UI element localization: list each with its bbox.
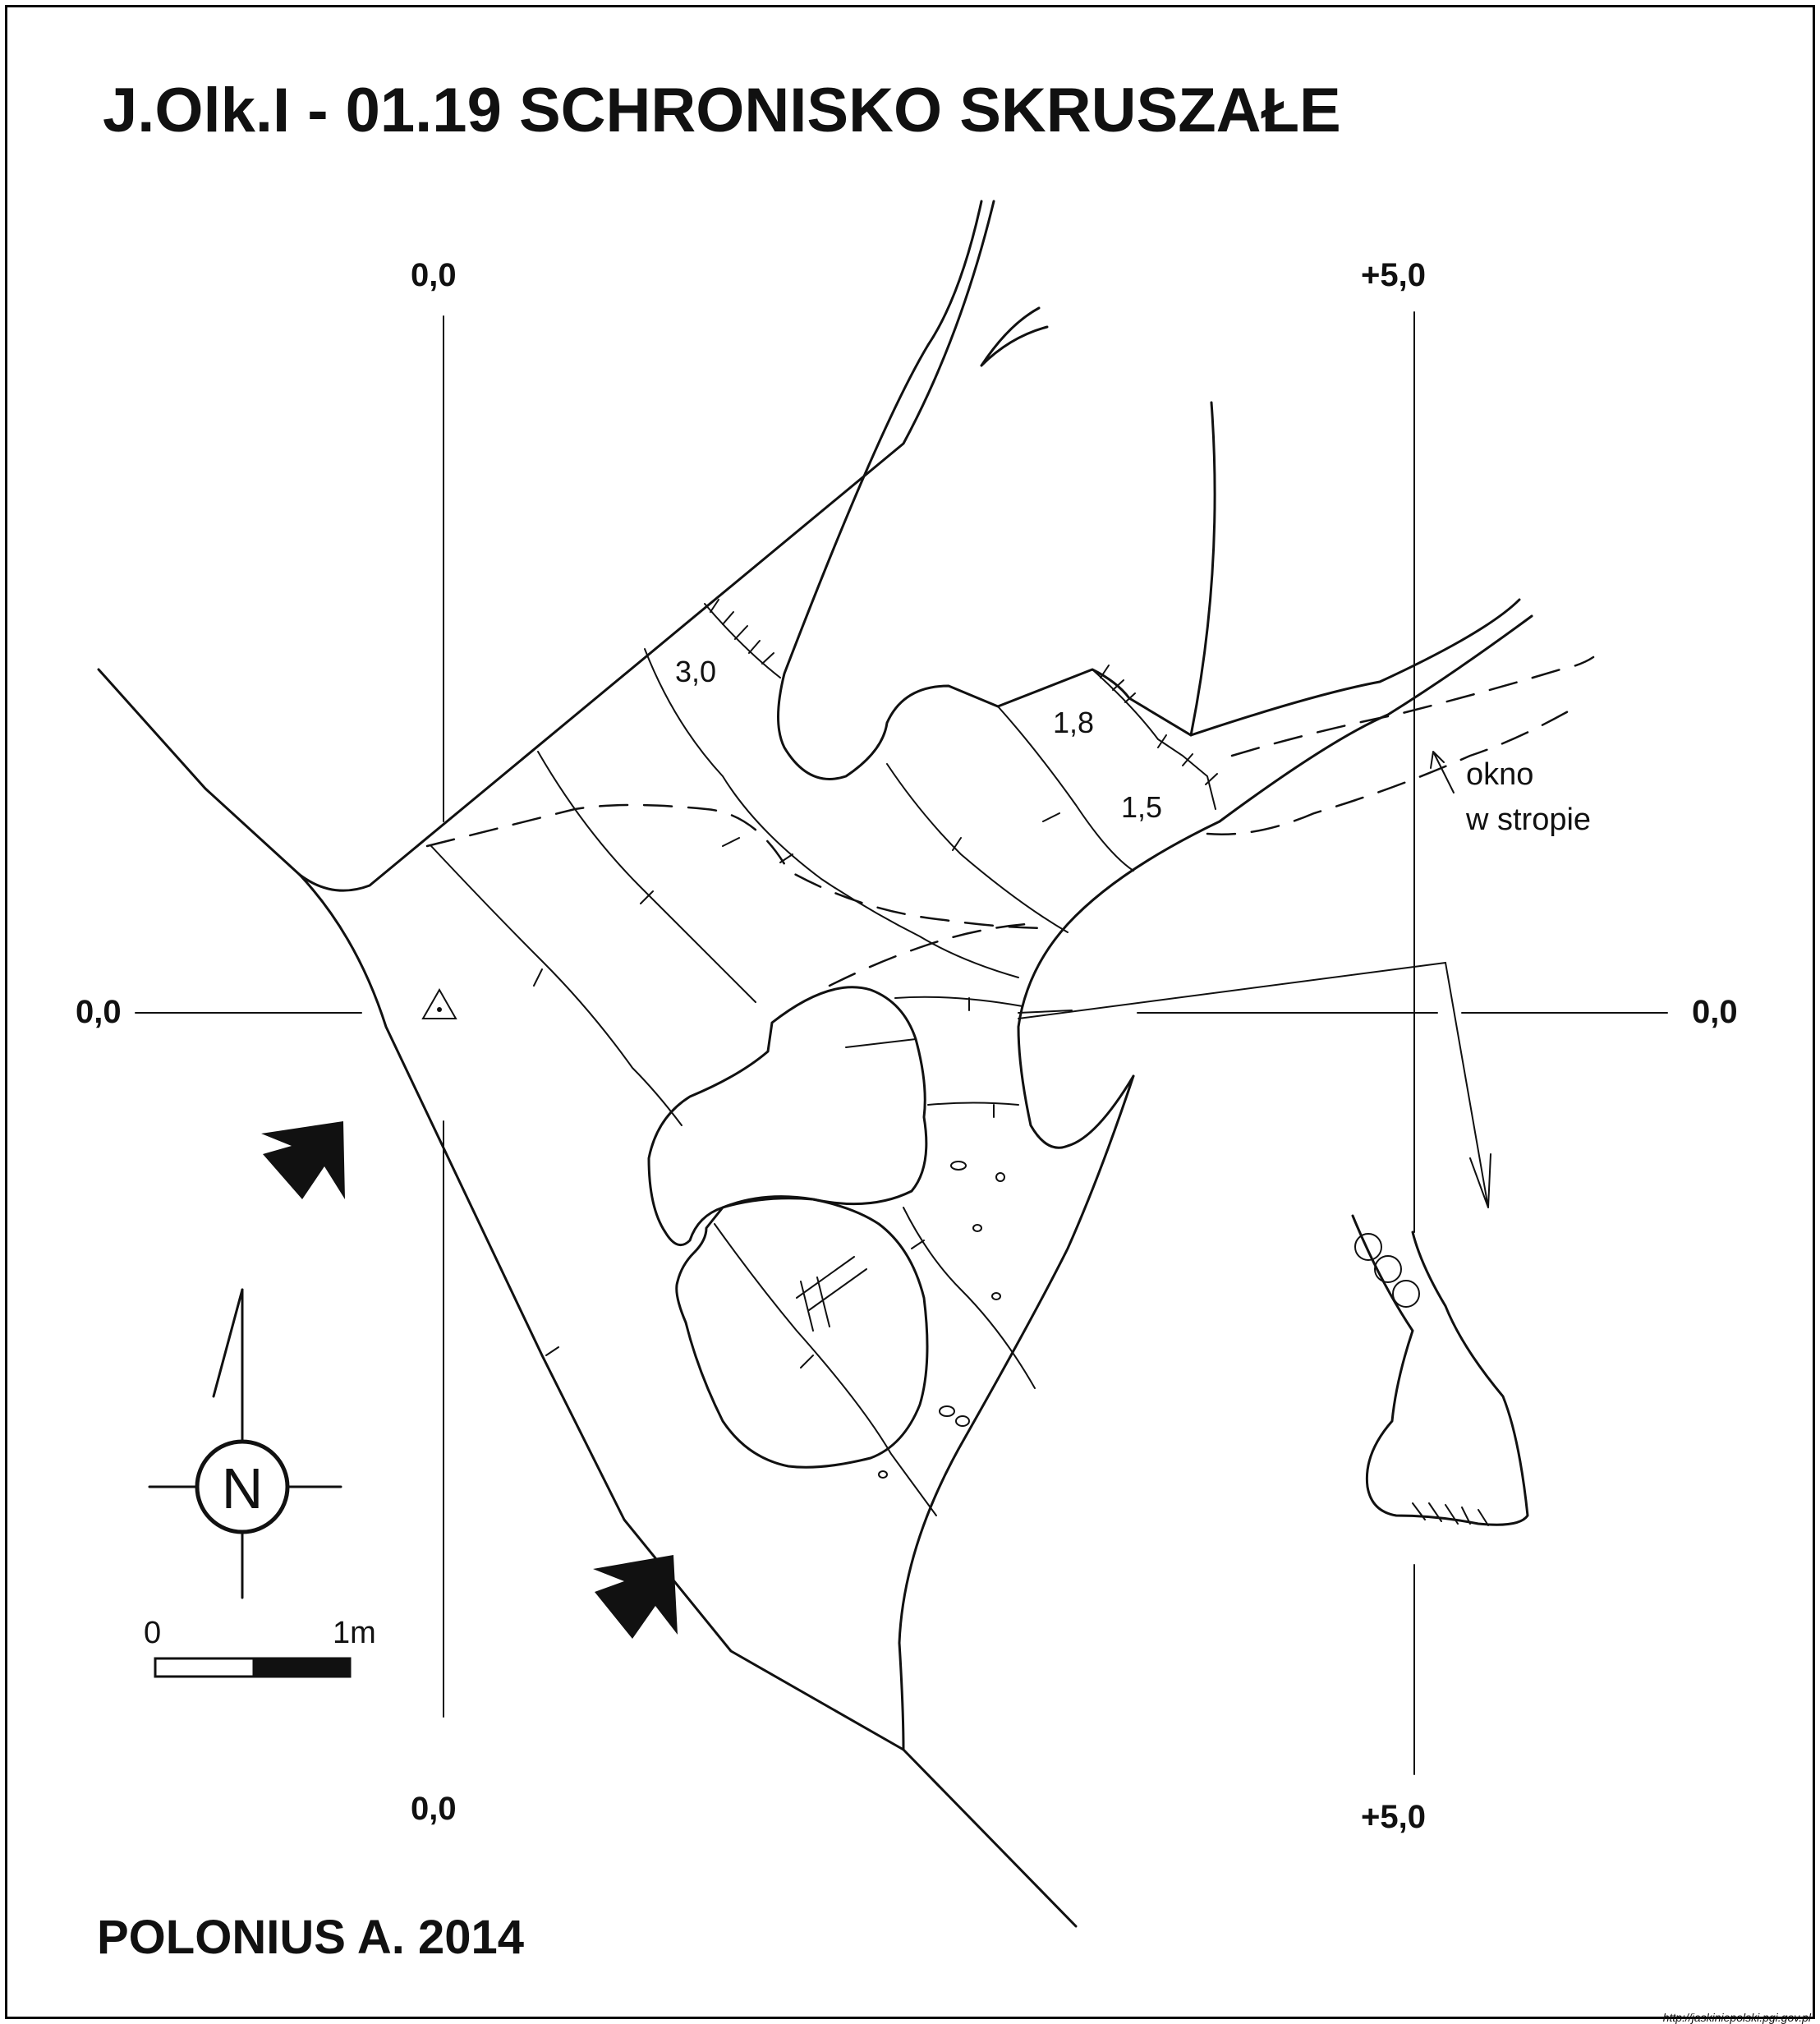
survey-point-center-icon xyxy=(437,1007,442,1012)
rock-block-lower xyxy=(675,1195,929,1469)
roof-window-label-line2: w stropie xyxy=(1465,803,1591,837)
author-credit: POLONIUS A. 2014 xyxy=(97,1911,524,1964)
grid-label-top-left: 0,0 xyxy=(411,257,457,293)
scale-end-label: 1m xyxy=(333,1616,376,1650)
cave-outline xyxy=(97,200,1533,1928)
map-frame xyxy=(5,5,1815,2019)
coordinate-grid xyxy=(135,311,1668,1775)
north-arrow-compass: N xyxy=(148,1288,342,1599)
entrance-arrow-icon xyxy=(593,1555,678,1639)
debris-symbols xyxy=(878,1161,1005,1479)
north-letter: N xyxy=(222,1456,264,1520)
height-label-3: 1,5 xyxy=(1121,790,1162,824)
floor-step-lines xyxy=(430,648,1134,1516)
map-title: J.Olk.I - 01.19 SCHRONISKO SKRUSZAŁE xyxy=(103,76,1341,145)
grid-label-left: 0,0 xyxy=(76,994,122,1030)
crack-symbol xyxy=(796,1256,867,1332)
height-label-2: 1,8 xyxy=(1053,706,1094,739)
roof-window-pointer xyxy=(1430,751,1455,794)
roof-window-label-line1: okno xyxy=(1466,757,1533,792)
cross-section-profile xyxy=(1351,1214,1529,1526)
entrance-arrow-icon xyxy=(261,1121,345,1199)
source-url: http://jaskiniepolski.pgi.gov.pl xyxy=(1663,2011,1812,2024)
rock-block-upper xyxy=(647,986,928,1247)
scale-start-label: 0 xyxy=(144,1616,161,1650)
grid-label-top-right: +5,0 xyxy=(1361,257,1426,293)
grid-label-bottom-left: 0,0 xyxy=(411,1791,457,1827)
survey-point-icon xyxy=(421,987,457,1019)
section-line xyxy=(1018,961,1491,1208)
scale-bar: 0 1m xyxy=(144,1616,376,1678)
height-label-1: 3,0 xyxy=(675,655,716,688)
grid-label-right: 0,0 xyxy=(1692,994,1738,1030)
step-hatching xyxy=(704,599,1218,810)
ceiling-outline-dashed xyxy=(425,656,1595,987)
grid-label-bottom-right: +5,0 xyxy=(1361,1799,1426,1835)
